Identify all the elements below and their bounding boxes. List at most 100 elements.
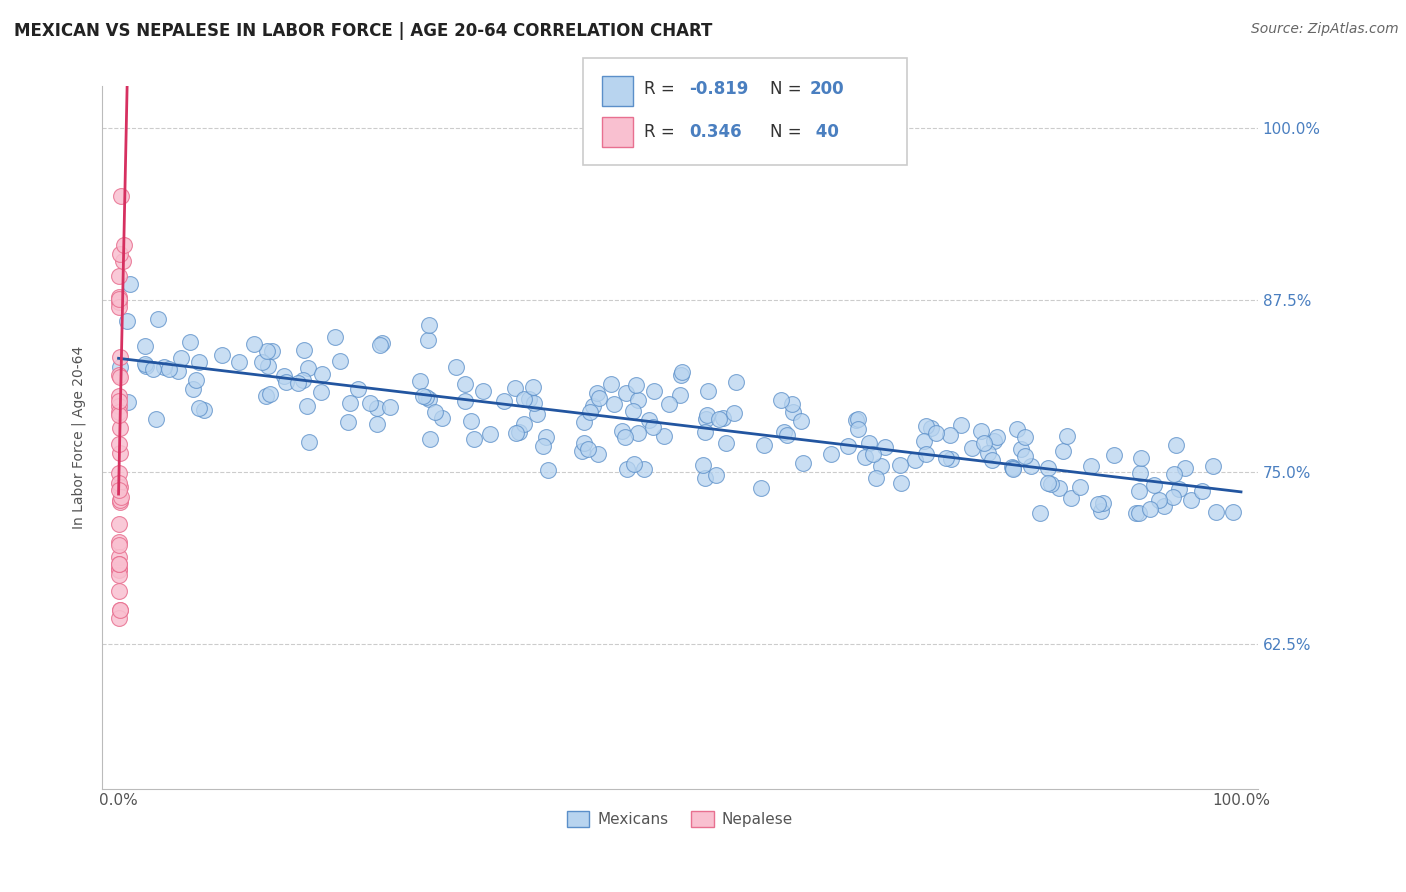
- Point: [494, 394, 516, 409]
- Point: [1129, 450, 1152, 465]
- Point: [776, 428, 799, 442]
- Point: [865, 471, 887, 485]
- Point: [695, 412, 717, 426]
- Point: [1014, 449, 1036, 463]
- Point: [108, 268, 131, 283]
- Point: [599, 377, 621, 392]
- Point: [110, 490, 132, 504]
- Point: [252, 355, 274, 369]
- Point: [949, 417, 972, 432]
- Point: [108, 400, 131, 414]
- Point: [186, 373, 208, 387]
- Point: [1205, 505, 1227, 519]
- Text: MEXICAN VS NEPALESE IN LABOR FORCE | AGE 20-64 CORRELATION CHART: MEXICAN VS NEPALESE IN LABOR FORCE | AGE…: [14, 22, 713, 40]
- Point: [112, 238, 135, 252]
- Point: [669, 368, 692, 383]
- Point: [211, 348, 233, 362]
- Point: [875, 440, 897, 454]
- Point: [1202, 459, 1225, 474]
- Point: [621, 404, 644, 418]
- Point: [1161, 491, 1184, 505]
- Point: [298, 435, 321, 450]
- Point: [752, 438, 775, 452]
- Point: [576, 442, 599, 457]
- Point: [1001, 459, 1024, 474]
- Point: [262, 343, 284, 358]
- Point: [571, 444, 593, 458]
- Point: [582, 399, 605, 413]
- Point: [463, 432, 485, 446]
- Point: [145, 412, 167, 426]
- Point: [643, 384, 665, 399]
- Point: [418, 392, 440, 407]
- Point: [623, 457, 645, 471]
- Point: [503, 381, 526, 395]
- Point: [108, 350, 131, 364]
- Point: [837, 439, 859, 453]
- Point: [368, 338, 391, 352]
- Point: [148, 311, 170, 326]
- Point: [134, 357, 156, 371]
- Point: [418, 333, 440, 347]
- Point: [1147, 493, 1170, 508]
- Point: [925, 425, 948, 440]
- Point: [444, 360, 467, 375]
- Point: [848, 422, 870, 436]
- Point: [256, 344, 278, 359]
- Point: [1039, 476, 1062, 491]
- Point: [273, 369, 295, 384]
- Text: N =: N =: [770, 80, 807, 98]
- Point: [112, 254, 135, 268]
- Legend: Mexicans, Nepalese: Mexicans, Nepalese: [561, 805, 799, 833]
- Point: [610, 425, 633, 439]
- Point: [616, 462, 638, 476]
- Point: [706, 468, 728, 483]
- Point: [1038, 460, 1060, 475]
- Point: [108, 394, 131, 409]
- Point: [790, 414, 813, 428]
- Point: [1128, 466, 1150, 480]
- Point: [696, 384, 718, 398]
- Point: [1014, 430, 1036, 444]
- Point: [1125, 506, 1147, 520]
- Point: [981, 453, 1004, 467]
- Point: [359, 396, 381, 410]
- Point: [915, 447, 938, 461]
- Point: [586, 386, 609, 401]
- Point: [167, 364, 190, 378]
- Point: [707, 411, 730, 425]
- Point: [108, 408, 131, 422]
- Point: [419, 432, 441, 446]
- Point: [711, 411, 734, 425]
- Point: [134, 339, 156, 353]
- Point: [142, 362, 165, 376]
- Point: [1191, 483, 1213, 498]
- Point: [695, 425, 717, 439]
- Point: [257, 359, 280, 373]
- Point: [188, 401, 211, 415]
- Point: [110, 495, 132, 509]
- Point: [912, 434, 935, 449]
- Point: [423, 404, 446, 418]
- Point: [187, 355, 209, 369]
- Point: [259, 386, 281, 401]
- Point: [339, 396, 361, 410]
- Point: [1090, 504, 1112, 518]
- Point: [522, 380, 544, 394]
- Point: [574, 415, 596, 429]
- Point: [157, 362, 180, 376]
- Point: [460, 414, 482, 428]
- Point: [692, 458, 714, 473]
- Point: [870, 459, 893, 474]
- Text: R =: R =: [644, 80, 681, 98]
- Point: [108, 603, 131, 617]
- Point: [1010, 442, 1032, 456]
- Point: [108, 300, 131, 314]
- Point: [418, 318, 440, 332]
- Point: [1060, 491, 1083, 505]
- Point: [108, 480, 131, 494]
- Point: [1163, 467, 1185, 481]
- Point: [696, 408, 718, 422]
- Point: [292, 373, 315, 387]
- Point: [1069, 480, 1091, 494]
